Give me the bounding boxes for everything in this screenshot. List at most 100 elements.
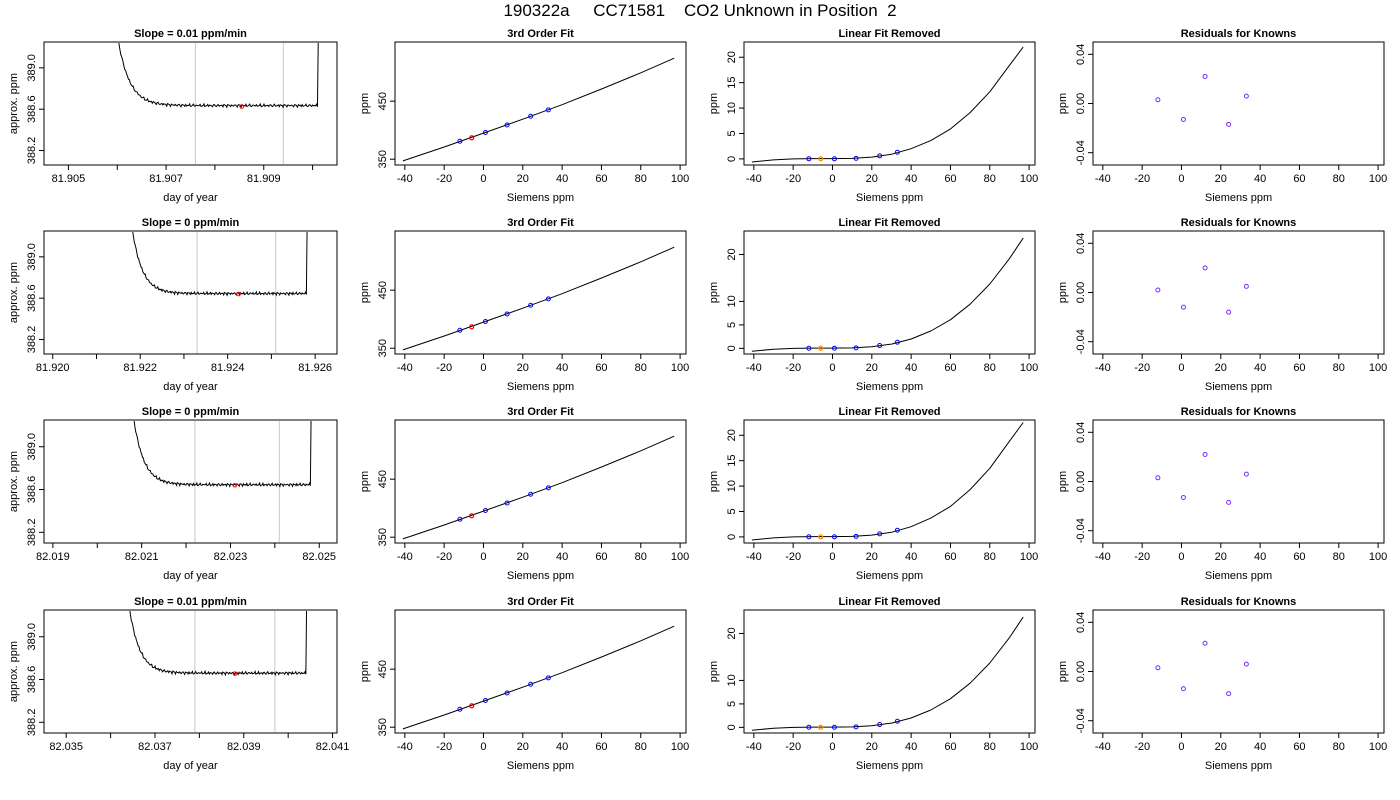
known-point — [545, 107, 551, 113]
x-tick-label: 20 — [866, 362, 878, 374]
plot-frame — [1092, 419, 1385, 544]
panel-raw_trace_run_4: Slope = 0.01 ppm/min 82.035 82.037 82.039 82… — [8, 596, 349, 772]
known-point — [894, 149, 900, 155]
known-point — [504, 690, 510, 696]
panel-linear_fit_removed_run_1: Linear Fit Removed -40 -20 0 20 40 60 80 100 0 5 10… — [708, 28, 1038, 204]
residual-point — [1180, 494, 1186, 500]
x-tick-label: 80 — [984, 741, 996, 753]
y-tick-label: 15 — [726, 77, 738, 89]
known-point — [528, 491, 534, 497]
x-tick-label: 0 — [829, 173, 835, 185]
panel-third_order_fit_run_4: 3rd Order Fit -40 -20 0 20 40 60 80 100 350 450 Sie… — [359, 596, 689, 772]
y-tick-label: 20 — [726, 627, 738, 639]
y-tick-label: 389.0 — [26, 54, 38, 82]
x-tick-label: 40 — [556, 741, 568, 753]
known-point — [528, 302, 534, 308]
x-tick-label: 80 — [1333, 741, 1345, 753]
x-tick-label: -20 — [785, 741, 801, 753]
x-tick-label: 60 — [944, 551, 956, 563]
x-tick-label: 100 — [1369, 741, 1387, 753]
y-axis-label: approx. ppm — [8, 451, 20, 512]
plot-frame — [394, 230, 687, 355]
y-tick-label: 10 — [726, 674, 738, 686]
x-axis-label: Siemens ppm — [856, 381, 923, 393]
x-tick-label: 82.021 — [125, 551, 159, 563]
x-tick-label: 0 — [480, 173, 486, 185]
unknown-point — [818, 156, 824, 162]
fit-curve — [402, 246, 675, 351]
y-tick-label: 388.6 — [26, 476, 38, 504]
known-point — [504, 500, 510, 506]
panel-title: Slope = 0.01 ppm/min — [134, 28, 247, 40]
known-point — [806, 345, 812, 351]
plot-frame — [43, 230, 338, 355]
y-tick-label: 388.2 — [26, 137, 38, 165]
plot-data — [751, 46, 1024, 163]
unknown-point — [818, 345, 824, 351]
plot-frame — [743, 230, 1036, 355]
panel-title: Linear Fit Removed — [838, 28, 940, 40]
x-tick-label: -20 — [785, 173, 801, 185]
residual-point — [1243, 283, 1249, 289]
unknown-point — [469, 513, 475, 519]
x-tick-label: 80 — [1333, 551, 1345, 563]
y-tick-label: 388.2 — [26, 709, 38, 737]
unknown-point — [232, 482, 238, 488]
x-tick-label: 80 — [635, 173, 647, 185]
x-tick-label: -20 — [785, 362, 801, 374]
panel-title: Linear Fit Removed — [838, 596, 940, 608]
x-tick-label: 60 — [595, 173, 607, 185]
y-axis-label: ppm — [708, 661, 720, 682]
x-tick-label: 20 — [866, 551, 878, 563]
panel-title: 3rd Order Fit — [507, 406, 574, 418]
unknown-point — [232, 671, 238, 676]
x-tick-label: 40 — [905, 551, 917, 563]
known-point — [831, 345, 837, 351]
x-tick-label: 20 — [517, 173, 529, 185]
x-tick-label: -40 — [397, 362, 413, 374]
x-tick-label: 80 — [984, 362, 996, 374]
x-tick-label: 81.905 — [52, 173, 86, 185]
residual-point — [1180, 304, 1186, 310]
y-tick-label: 450 — [377, 470, 389, 488]
y-tick-label: 0.00 — [1075, 471, 1087, 492]
y-tick-label: 350 — [377, 528, 389, 546]
x-tick-label: -40 — [397, 741, 413, 753]
x-axis-label: day of year — [163, 192, 218, 204]
known-point — [894, 527, 900, 533]
y-axis-label: ppm — [1057, 471, 1069, 492]
x-tick-label: -40 — [1095, 362, 1111, 374]
plot-data — [751, 616, 1024, 731]
fit-curve — [402, 57, 675, 162]
x-tick-label: 60 — [595, 741, 607, 753]
y-tick-label: 0.04 — [1075, 233, 1087, 254]
y-tick-label: 0.04 — [1075, 422, 1087, 443]
unknown-point — [469, 703, 475, 709]
x-tick-label: 40 — [1254, 741, 1266, 753]
y-tick-label: 0 — [726, 534, 738, 540]
x-tick-label: -40 — [746, 741, 762, 753]
panel-title: Slope = 0 ppm/min — [142, 217, 240, 229]
y-axis-label: ppm — [708, 471, 720, 492]
x-tick-label: 60 — [944, 362, 956, 374]
x-tick-label: 0 — [829, 741, 835, 753]
y-tick-label: 450 — [377, 660, 389, 678]
known-point — [894, 718, 900, 724]
x-tick-label: 20 — [1215, 362, 1227, 374]
known-point — [504, 311, 510, 317]
panel-residuals_run_3: Residuals for Knowns -40 -20 0 20 40 60 80 100 -0… — [1057, 406, 1387, 582]
x-axis-label: day of year — [163, 570, 218, 582]
panel-title: Slope = 0 ppm/min — [142, 406, 240, 418]
x-axis-label: Siemens ppm — [1205, 760, 1272, 772]
x-tick-label: 0 — [480, 551, 486, 563]
known-point — [482, 698, 488, 704]
plot-data — [1155, 451, 1249, 505]
y-axis-label: ppm — [359, 93, 371, 114]
known-point — [831, 156, 837, 162]
x-tick-label: 0 — [1178, 741, 1184, 753]
x-tick-label: 40 — [1254, 362, 1266, 374]
trace-line — [133, 421, 312, 488]
x-axis-label: Siemens ppm — [507, 381, 574, 393]
y-tick-label: 0 — [726, 156, 738, 162]
known-point — [806, 724, 812, 730]
